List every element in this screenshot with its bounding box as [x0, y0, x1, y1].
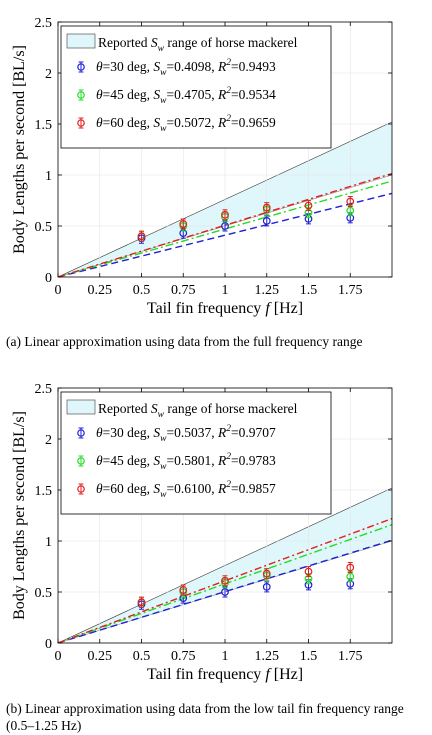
legend-item-shaded-region: Reported Sw range of horse mackerel	[66, 399, 298, 420]
series-theta-60	[137, 196, 355, 242]
data-point	[262, 202, 271, 214]
data-point	[137, 596, 146, 608]
x-axis-ticks: 0 0.25 0.5 0.75 1 1.25 1.5 1.75	[55, 22, 363, 298]
x-tick-label: 0.75	[171, 649, 196, 664]
x-axis-label: Tail fin frequency f [Hz]	[147, 300, 303, 317]
data-point	[304, 200, 313, 212]
x-axis-ticks: 0 0.25 0.5 0.75 1 1.25 1.5 1.75	[55, 388, 363, 664]
legend: Reported Sw range of horse mackerel θ=30 …	[60, 391, 332, 515]
data-point	[221, 209, 229, 221]
legend-item-theta-45: θ=45 deg, Sw=0.4705, R2=0.9534	[77, 86, 276, 106]
legend-label: θ=45 deg, Sw=0.5801, R2=0.9783	[96, 452, 276, 472]
legend-item-theta-30: θ=30 deg, Sw=0.5037, R2=0.9707	[77, 424, 276, 444]
x-tick-label: 0	[55, 649, 62, 664]
y-axis-ticks: 0 0.5 1 1.5 2 2.5	[35, 16, 392, 286]
legend-item-theta-30: θ=30 deg, Sw=0.4098, R2=0.9493	[77, 58, 276, 78]
y-tick-label: 2.5	[35, 382, 53, 397]
x-tick-label: 1.75	[338, 649, 363, 664]
y-tick-label: 2	[45, 67, 52, 82]
legend-label: θ=45 deg, Sw=0.4705, R2=0.9534	[96, 86, 276, 106]
x-tick-label: 1.5	[300, 283, 318, 298]
x-tick-label: 1	[222, 649, 229, 664]
data-point	[221, 220, 229, 232]
series-theta-60	[137, 562, 355, 608]
legend-label: Reported Sw range of horse mackerel	[98, 35, 298, 54]
data-point	[346, 571, 355, 583]
data-point	[137, 230, 146, 242]
y-tick-label: 0	[45, 271, 52, 286]
data-point	[346, 562, 355, 574]
legend-swatch	[66, 33, 96, 49]
x-tick-label: 0.25	[88, 283, 113, 298]
data-point	[262, 581, 271, 593]
fit-line-theta-60	[58, 172, 392, 277]
x-tick-label: 1.25	[255, 649, 280, 664]
data-point	[221, 586, 229, 598]
y-tick-label: 2.5	[35, 16, 53, 31]
x-tick-label: 0.5	[133, 283, 151, 298]
data-point	[179, 584, 188, 596]
legend-label: θ=30 deg, Sw=0.4098, R2=0.9493	[96, 58, 276, 78]
y-axis-label: Body Lengths per second [BL/s]	[11, 411, 28, 620]
y-tick-label: 0.5	[35, 586, 53, 601]
legend-item-theta-60: θ=60 deg, Sw=0.6100, R2=0.9857	[77, 480, 276, 500]
x-tick-label: 1	[222, 283, 229, 298]
x-tick-label: 0.5	[133, 649, 151, 664]
y-tick-label: 1.5	[35, 484, 53, 499]
y-tick-label: 1.5	[35, 118, 53, 133]
x-tick-label: 1.75	[338, 283, 363, 298]
x-tick-label: 1.25	[255, 283, 280, 298]
data-point	[262, 215, 271, 227]
data-point	[221, 575, 229, 587]
legend-box	[60, 391, 332, 515]
data-point	[346, 196, 355, 208]
y-tick-label: 1	[45, 169, 52, 184]
legend-swatch	[66, 399, 96, 415]
x-tick-label: 0	[55, 283, 62, 298]
x-tick-label: 0.75	[171, 283, 196, 298]
y-tick-label: 0	[45, 637, 52, 652]
y-tick-label: 2	[45, 433, 52, 448]
legend-item-shaded-region: Reported Sw range of horse mackerel	[66, 33, 298, 54]
legend-item-theta-45: θ=45 deg, Sw=0.5801, R2=0.9783	[77, 452, 276, 472]
data-point	[262, 568, 271, 580]
x-axis-label: Tail fin frequency f [Hz]	[147, 666, 303, 683]
legend-label: θ=60 deg, Sw=0.6100, R2=0.9857	[96, 480, 276, 500]
chart-b: 0 0.25 0.5 0.75 1 1.25 1.5 1.75 0 0.5 1 1.5 2 2.5 Tail…	[11, 382, 393, 683]
legend: Reported Sw range of horse mackerel θ=30 …	[60, 25, 332, 149]
data-point	[304, 566, 313, 578]
y-tick-label: 1	[45, 535, 52, 550]
y-tick-label: 0.5	[35, 220, 53, 235]
legend-label: Reported Sw range of horse mackerel	[98, 401, 298, 420]
legend-box	[60, 25, 332, 149]
x-tick-label: 0.25	[88, 649, 113, 664]
fit-line-theta-30	[58, 192, 392, 277]
chart-a: 0 0.25 0.5 0.75 1 1.25 1.5 1.75 0 0.5 1 1.5 2 2.5 Tail…	[11, 16, 393, 317]
fit-line-theta-45	[58, 180, 392, 277]
legend-label: θ=30 deg, Sw=0.5037, R2=0.9707	[96, 424, 276, 444]
caption-a: (a) Linear approximation using data from…	[6, 334, 363, 349]
data-point	[179, 218, 188, 230]
fit-line-theta-30	[58, 539, 392, 643]
legend-label: θ=60 deg, Sw=0.5072, R2=0.9659	[96, 114, 276, 134]
x-tick-label: 1.5	[300, 649, 318, 664]
y-axis-ticks: 0 0.5 1 1.5 2 2.5	[35, 382, 392, 652]
y-axis-label: Body Lengths per second [BL/s]	[11, 45, 28, 254]
caption-b: (b) Linear approximation using data from…	[6, 701, 404, 733]
legend-item-theta-60: θ=60 deg, Sw=0.5072, R2=0.9659	[77, 114, 276, 134]
